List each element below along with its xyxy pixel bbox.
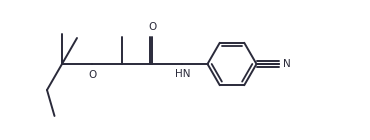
Text: N: N [283,59,290,69]
Text: HN: HN [175,69,191,79]
Text: O: O [149,22,157,32]
Text: O: O [89,69,97,80]
